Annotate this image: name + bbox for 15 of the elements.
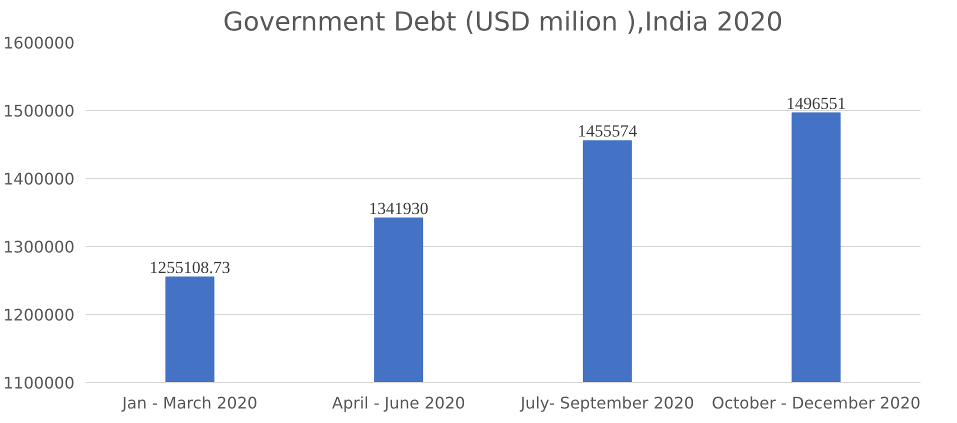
data-label: 1255108.73 (150, 258, 230, 278)
x-tick-label: Jan - March 2020 (121, 394, 258, 412)
y-tick-label: 1100000 (3, 374, 75, 392)
chart-title: Government Debt (USD milion ),India 2020 (223, 8, 783, 38)
y-tick-label: 1200000 (3, 306, 75, 324)
data-label: 1496551 (786, 94, 846, 113)
y-tick-label: 1400000 (3, 170, 75, 188)
x-tick-label: July- September 2020 (520, 394, 694, 412)
data-label: 1455574 (578, 122, 638, 141)
y-tick-label: 1600000 (3, 34, 75, 52)
y-tick-label: 1300000 (3, 238, 75, 256)
x-tick-label: October - December 2020 (712, 394, 920, 412)
data-label: 1341930 (368, 198, 428, 218)
y-tick-label: 1500000 (3, 102, 75, 120)
x-tick-label: April - June 2020 (332, 394, 466, 412)
